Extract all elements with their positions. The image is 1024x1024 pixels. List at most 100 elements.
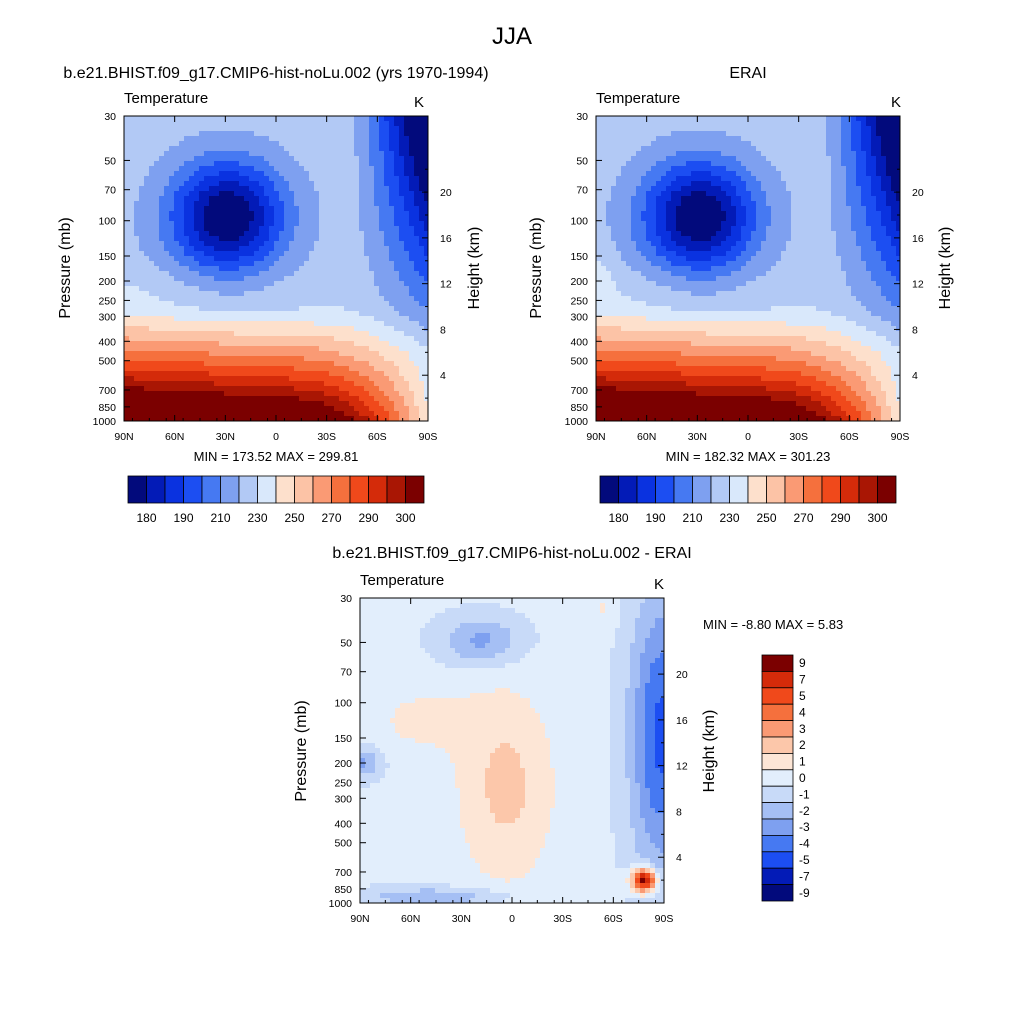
contour-cell <box>369 306 375 312</box>
contour-cell <box>214 136 220 142</box>
contour-cell <box>144 321 150 327</box>
contour-cell <box>259 181 265 187</box>
contour-cell <box>249 151 255 157</box>
colorbar-swatch <box>405 475 425 504</box>
contour-cell <box>149 286 155 292</box>
contour-cell <box>379 181 385 187</box>
contour-cell <box>189 286 195 292</box>
contour-cell <box>414 306 420 312</box>
contour-cell <box>284 341 290 347</box>
contour-cell <box>229 241 235 247</box>
contour-cell <box>129 226 135 232</box>
contour-cell <box>414 136 420 142</box>
contour-cell <box>249 321 255 327</box>
contour-cell <box>329 181 335 187</box>
contour-cell <box>284 381 290 387</box>
contour-cell <box>394 161 400 167</box>
contour-cell <box>289 146 295 152</box>
contour-cell <box>394 176 400 182</box>
contour-cell <box>706 141 712 147</box>
contour-cell <box>214 191 220 197</box>
contour-cell <box>384 156 390 162</box>
contour-cell <box>244 366 250 372</box>
contour-cell <box>836 201 842 207</box>
contour-cell <box>289 221 295 227</box>
contour-cell <box>144 226 150 232</box>
contour-cell <box>174 226 180 232</box>
contour-cell <box>731 116 737 122</box>
contour-cell <box>224 306 230 312</box>
contour-cell <box>409 136 415 142</box>
contour-cell <box>189 376 195 382</box>
contour-cell <box>409 401 415 407</box>
contour-cell <box>144 191 150 197</box>
contour-cell <box>129 141 135 147</box>
contour-cell <box>389 271 395 277</box>
contour-cell <box>229 256 235 262</box>
contour-cell <box>199 316 205 322</box>
contour-cell <box>314 276 320 282</box>
contour-cell <box>756 166 762 172</box>
contour-cell <box>806 181 812 187</box>
contour-cell <box>129 136 135 142</box>
contour-cell <box>851 181 857 187</box>
contour-cell <box>811 151 817 157</box>
contour-cell <box>164 226 170 232</box>
contour-cell <box>169 271 175 277</box>
contour-cell <box>666 186 672 192</box>
contour-cell <box>691 176 697 182</box>
contour-cell <box>254 221 260 227</box>
contour-cell <box>249 411 255 417</box>
contour-cell <box>164 136 170 142</box>
contour-cell <box>284 266 290 272</box>
contour-cell <box>716 136 722 142</box>
contour-cell <box>249 406 255 412</box>
contour-cell <box>269 261 275 267</box>
contour-cell <box>389 256 395 262</box>
contour-cell <box>334 151 340 157</box>
contour-cell <box>259 401 265 407</box>
contour-cell <box>264 381 270 387</box>
contour-cell <box>284 361 290 367</box>
contour-cell <box>344 186 350 192</box>
contour-cell <box>304 231 310 237</box>
contour-cell <box>174 166 180 172</box>
contour-cell <box>781 156 787 162</box>
contour-cell <box>229 401 235 407</box>
contour-cell <box>369 191 375 197</box>
contour-cell <box>419 396 425 402</box>
contour-cell <box>299 241 305 247</box>
contour-cell <box>259 211 265 217</box>
contour-cell <box>144 326 150 332</box>
contour-cell <box>384 331 390 337</box>
contour-cell <box>299 181 305 187</box>
contour-cell <box>626 141 632 147</box>
contour-cell <box>379 351 385 357</box>
contour-cell <box>179 161 185 167</box>
contour-cell <box>239 206 245 212</box>
contour-cell <box>299 186 305 192</box>
contour-cell <box>279 161 285 167</box>
contour-cell <box>881 121 887 127</box>
contour-cell <box>424 326 429 332</box>
contour-cell <box>214 276 220 282</box>
contour-cell <box>746 196 752 202</box>
contour-cell <box>369 346 375 352</box>
contour-cell <box>324 376 330 382</box>
contour-cell <box>344 331 350 337</box>
contour-cell <box>354 296 360 302</box>
contour-cell <box>294 296 300 302</box>
contour-cell <box>404 311 410 317</box>
contour-cell <box>229 271 235 277</box>
contour-cell <box>209 416 215 422</box>
contour-cell <box>149 236 155 242</box>
contour-cell <box>214 196 220 202</box>
contour-cell <box>189 131 195 137</box>
contour-cell <box>349 376 355 382</box>
contour-cell <box>409 171 415 177</box>
contour-cell <box>259 271 265 277</box>
contour-cell <box>169 131 175 137</box>
contour-cell <box>384 316 390 322</box>
contour-cell <box>404 201 410 207</box>
contour-cell <box>169 186 175 192</box>
